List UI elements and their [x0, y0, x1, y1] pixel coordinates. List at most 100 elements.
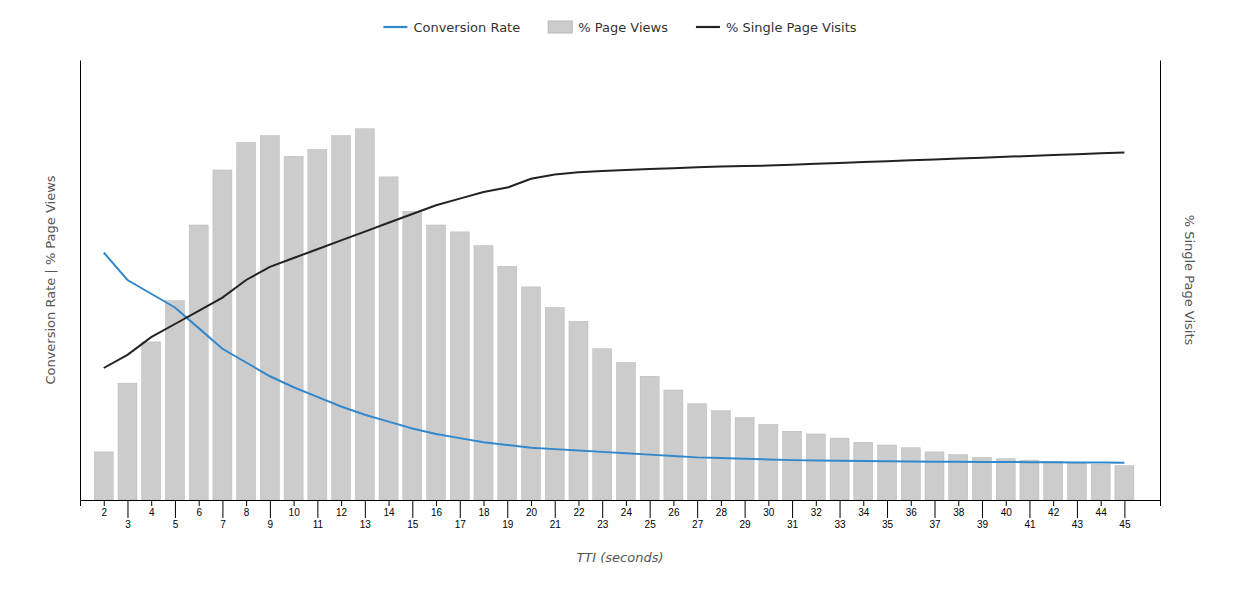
- x-tick-mark: [1101, 500, 1102, 506]
- x-tick-mark: [1006, 500, 1007, 506]
- x-tick-mark: [602, 500, 603, 518]
- line: [104, 253, 1125, 463]
- bar: [474, 246, 493, 500]
- x-tick-mark: [365, 500, 366, 518]
- x-tick: 32: [811, 500, 823, 518]
- x-tick: 33: [834, 500, 846, 530]
- legend-item: % Page Views: [548, 20, 668, 35]
- x-tick-label: 37: [929, 519, 941, 530]
- bar: [118, 383, 137, 500]
- legend-item: % Single Page Visits: [696, 20, 857, 35]
- x-tick-label: 34: [858, 507, 870, 518]
- x-tick-label: 45: [1119, 519, 1131, 530]
- x-tick: 3: [125, 500, 131, 530]
- bar: [1115, 466, 1134, 500]
- y2-axis-title: % Single Page Visits: [1182, 215, 1197, 346]
- x-tick-label: 38: [953, 507, 965, 518]
- x-axis-title: TTI (seconds): [576, 550, 663, 565]
- x-tick: 8: [244, 500, 250, 518]
- bar: [308, 149, 327, 500]
- x-tick-mark: [1077, 500, 1078, 518]
- x-tick-mark: [697, 500, 698, 518]
- x-tick: 35: [882, 500, 894, 530]
- bar: [783, 431, 802, 500]
- x-tick-label: 13: [360, 519, 372, 530]
- x-tick-mark: [175, 500, 176, 518]
- legend-item: Conversion Rate: [383, 20, 520, 35]
- x-tick-label: 11: [313, 519, 324, 530]
- x-tick-mark: [531, 500, 532, 506]
- x-tick-label: 25: [645, 519, 657, 530]
- bar: [830, 438, 849, 500]
- x-tick-label: 32: [811, 507, 823, 518]
- plot-area: 2345678910111213141516171819202122232425…: [81, 61, 1161, 531]
- legend-label: % Single Page Visits: [726, 20, 857, 35]
- x-tick: 10: [289, 500, 301, 518]
- x-tick-mark: [127, 500, 128, 518]
- x-tick-label: 24: [621, 507, 633, 518]
- x-tick-label: 15: [407, 519, 419, 530]
- bar: [759, 424, 778, 500]
- bar: [664, 390, 683, 500]
- bar: [450, 232, 469, 500]
- x-axis-line: [81, 501, 1161, 507]
- x-tick: 2: [101, 500, 107, 518]
- x-tick-label: 21: [550, 519, 562, 530]
- x-tick-label: 26: [668, 507, 680, 518]
- bar: [806, 434, 825, 500]
- bar: [901, 448, 920, 500]
- x-tick-label: 41: [1024, 519, 1036, 530]
- bar: [142, 342, 161, 500]
- x-tick-label: 42: [1048, 507, 1060, 518]
- legend-swatch: [696, 26, 720, 28]
- x-tick-mark: [982, 500, 983, 518]
- x-tick-label: 8: [244, 507, 250, 518]
- bar: [284, 156, 303, 500]
- x-tick-mark: [816, 500, 817, 506]
- bar: [640, 376, 659, 500]
- y-axis-line: [80, 61, 81, 501]
- x-tick-mark: [887, 500, 888, 518]
- x-tick: 6: [196, 500, 202, 518]
- bar: [1091, 464, 1110, 500]
- bar: [189, 225, 208, 500]
- x-tick-mark: [246, 500, 247, 506]
- bar: [972, 457, 991, 500]
- x-tick-mark: [507, 500, 508, 518]
- legend-swatch: [383, 26, 407, 28]
- x-tick: 19: [502, 500, 514, 530]
- x-tick-mark: [389, 500, 390, 506]
- x-tick: 43: [1072, 500, 1084, 530]
- x-tick: 4: [149, 500, 155, 518]
- x-tick: 31: [787, 500, 799, 530]
- bar: [593, 349, 612, 500]
- x-tick-mark: [911, 500, 912, 506]
- legend: Conversion Rate % Page Views % Single Page…: [383, 20, 856, 35]
- bar: [94, 452, 113, 500]
- x-tick-mark: [673, 500, 674, 506]
- legend-swatch: [548, 21, 572, 33]
- x-tick: 39: [977, 500, 989, 530]
- y-axis: [80, 61, 81, 501]
- x-tick-label: 35: [882, 519, 894, 530]
- bar: [569, 321, 588, 500]
- x-tick: 17: [455, 500, 467, 530]
- bar-series: [94, 129, 1134, 500]
- bar: [521, 287, 540, 500]
- bar: [1044, 462, 1063, 501]
- x-tick-label: 31: [787, 519, 799, 530]
- y-axis-title: Conversion Rate | % Page Views: [43, 175, 58, 384]
- x-tick-mark: [222, 500, 223, 518]
- bar: [1067, 463, 1086, 500]
- bar: [545, 308, 564, 501]
- x-tick-mark: [768, 500, 769, 506]
- bar: [688, 404, 707, 500]
- x-tick: 41: [1024, 500, 1036, 530]
- x-tick: 37: [929, 500, 941, 530]
- x-tick-label: 28: [716, 507, 728, 518]
- x-tick: 44: [1096, 500, 1108, 518]
- x-tick-mark: [555, 500, 556, 518]
- x-tick: 42: [1048, 500, 1060, 518]
- x-tick-label: 4: [149, 507, 155, 518]
- bar: [996, 459, 1015, 500]
